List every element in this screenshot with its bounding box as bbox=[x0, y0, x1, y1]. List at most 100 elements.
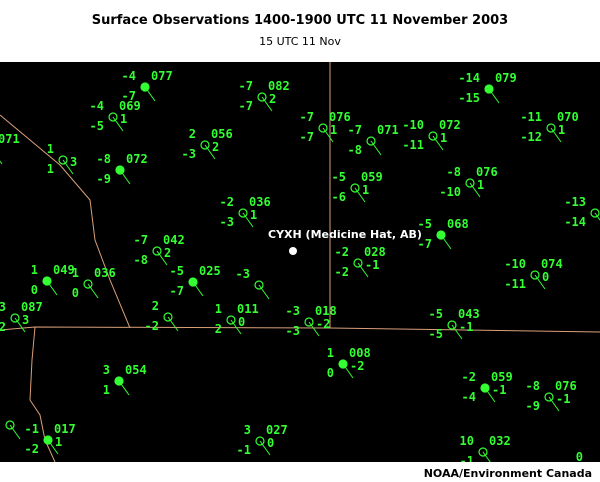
station-pressure: 032 bbox=[489, 434, 511, 448]
wind-barb bbox=[9, 424, 21, 440]
station-temp: -4 bbox=[90, 99, 104, 113]
station-circle bbox=[318, 123, 328, 133]
station-dewpoint: -4 bbox=[462, 390, 476, 404]
title: Surface Observations 1400-1900 UTC 11 No… bbox=[92, 13, 508, 28]
station-dewpoint: 1 bbox=[103, 383, 110, 397]
station-temp: -11 bbox=[520, 110, 542, 124]
station-temp: -5 bbox=[332, 170, 346, 184]
station-pressure: 082 bbox=[268, 79, 290, 93]
wind-barb bbox=[370, 140, 382, 156]
station-code: 1 bbox=[558, 123, 565, 137]
station-pressure: 087 bbox=[21, 300, 43, 314]
station-dewpoint: -3 bbox=[286, 324, 300, 338]
station-circle bbox=[546, 123, 556, 133]
station-code: 2 bbox=[164, 246, 171, 260]
station-code: -1 bbox=[492, 383, 506, 397]
footer-bg bbox=[0, 462, 600, 482]
station-pressure: 042 bbox=[163, 233, 185, 247]
station-temp: -3 bbox=[236, 267, 250, 281]
station-temp: -7 bbox=[300, 110, 314, 124]
station-dewpoint: -9 bbox=[97, 172, 111, 186]
station-code: 1 bbox=[440, 131, 447, 145]
station-circle bbox=[484, 84, 494, 94]
station-dewpoint: -3 bbox=[220, 215, 234, 229]
wind-barb bbox=[550, 127, 562, 143]
station-pressure: 071 bbox=[377, 123, 399, 137]
credit: NOAA/Environment Canada bbox=[424, 467, 592, 480]
station-pressure: 069 bbox=[119, 99, 141, 113]
station-dewpoint: 2 bbox=[215, 322, 222, 336]
station-dewpoint: 0 bbox=[31, 283, 38, 297]
station-pressure: 056 bbox=[211, 127, 233, 141]
station-dewpoint: 0 bbox=[72, 286, 79, 300]
station-pressure: 059 bbox=[491, 370, 513, 384]
station-circle bbox=[152, 246, 162, 256]
station-circle bbox=[238, 208, 248, 218]
station-temp: 3 bbox=[244, 423, 251, 437]
wind-barb bbox=[230, 319, 242, 335]
station-dewpoint: -5 bbox=[90, 119, 104, 133]
subtitle: 15 UTC 11 Nov bbox=[259, 35, 341, 48]
station-pressure: 025 bbox=[199, 264, 221, 278]
station-pressure: 027 bbox=[266, 423, 288, 437]
station-dewpoint: -5 bbox=[429, 327, 443, 341]
station-circle bbox=[350, 183, 360, 193]
station-dewpoint: -7 bbox=[239, 99, 253, 113]
station-temp: -14 bbox=[458, 71, 480, 85]
station-dewpoint: -2 bbox=[25, 442, 39, 456]
wind-barb bbox=[451, 324, 463, 340]
station-temp: -13 bbox=[564, 195, 586, 209]
station-code: 3 bbox=[70, 155, 77, 169]
station-temp: -2 bbox=[462, 370, 476, 384]
station-dewpoint: -14 bbox=[564, 215, 586, 229]
station-pressure: 077 bbox=[151, 69, 173, 83]
station-pressure: 017 bbox=[54, 422, 76, 436]
station-circle bbox=[188, 277, 198, 287]
station-temp: -10 bbox=[402, 118, 424, 132]
station-pressure: 068 bbox=[447, 217, 469, 231]
wind-barb bbox=[14, 317, 26, 333]
station-temp: 2 bbox=[152, 299, 159, 313]
wind-barb bbox=[261, 96, 273, 112]
station-temp: 3 bbox=[103, 363, 110, 377]
station-pressure: 008 bbox=[349, 346, 371, 360]
station-circle bbox=[108, 112, 118, 122]
station-circle bbox=[436, 230, 446, 240]
station-temp: -1 bbox=[25, 422, 39, 436]
station-pressure: 028 bbox=[364, 245, 386, 259]
reference-label: CYXH (Medicine Hat, AB) bbox=[268, 228, 422, 241]
station-circle bbox=[226, 315, 236, 325]
station-temp: 1 bbox=[47, 142, 54, 156]
station-circle bbox=[42, 276, 52, 286]
wind-barb bbox=[534, 274, 546, 290]
station-temp: 2 bbox=[189, 127, 196, 141]
wind-barb bbox=[112, 116, 124, 132]
station-code: 0 bbox=[238, 315, 245, 329]
station-dewpoint: -12 bbox=[520, 130, 542, 144]
station-dewpoint: -7 bbox=[170, 284, 184, 298]
station-temp: 1 bbox=[72, 266, 79, 280]
station-circle bbox=[480, 383, 490, 393]
station-pressure: 079 bbox=[495, 71, 517, 85]
station-circle bbox=[478, 447, 488, 457]
station-circle bbox=[114, 376, 124, 386]
wind-barb bbox=[258, 284, 270, 300]
station-dewpoint: -3 bbox=[182, 147, 196, 161]
station-circle bbox=[254, 280, 264, 290]
country-border bbox=[0, 326, 600, 333]
station-circle bbox=[83, 279, 93, 289]
wind-barb bbox=[87, 283, 99, 299]
wind-barb bbox=[204, 144, 216, 160]
station-pressure: 011 bbox=[237, 302, 259, 316]
station-temp: -5 bbox=[418, 217, 432, 231]
wind-barb bbox=[432, 135, 444, 151]
station-pressure: 036 bbox=[94, 266, 116, 280]
station-circle bbox=[544, 392, 554, 402]
wind-barb bbox=[354, 187, 366, 203]
reference-dot bbox=[289, 247, 297, 255]
station-pressure: 076 bbox=[329, 110, 351, 124]
station-code: -2 bbox=[316, 317, 330, 331]
station-code: 1 bbox=[477, 178, 484, 192]
station-pressure: 054 bbox=[125, 363, 147, 377]
